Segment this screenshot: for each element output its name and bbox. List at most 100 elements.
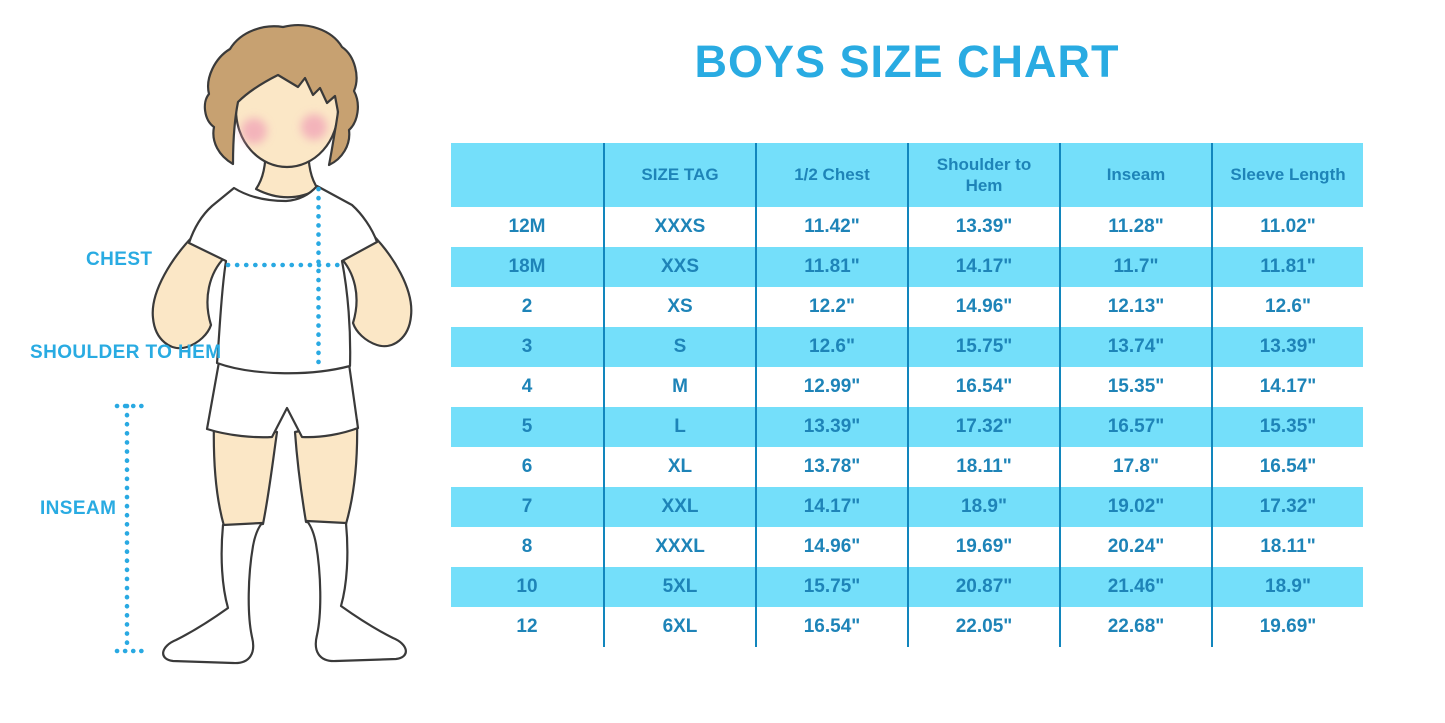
boy-shirt <box>187 184 379 375</box>
cell-age-size: 12M <box>508 216 546 237</box>
cell-sleeve-length: 12.6" <box>1211 287 1363 327</box>
cell-shoulder-hem: 20.87" <box>907 567 1059 607</box>
size-table-body: 12M XXXS 11.42" 13.39" 11.28" 11.02" 18M… <box>451 207 1363 647</box>
shoulder-to-hem-label: SHOULDER TO HEM <box>30 342 222 363</box>
cell-size-tag: XS <box>603 287 755 327</box>
cell-size-tag: XXXS <box>603 207 755 247</box>
cell-shoulder-hem: 18.11" <box>907 447 1059 487</box>
cell-age-size: 7 <box>521 496 533 517</box>
cell-half-chest: 12.99" <box>755 367 907 407</box>
cell-half-chest: 15.75" <box>755 567 907 607</box>
cell-inseam: 21.46" <box>1059 567 1211 607</box>
measurement-figure: CHEST SHOULDER TO HEM INSEAM <box>0 0 450 723</box>
cell-half-chest: 14.17" <box>755 487 907 527</box>
boy-right-cheek <box>301 114 327 140</box>
cell-inseam: 15.35" <box>1059 367 1211 407</box>
boy-left-cheek <box>241 118 267 144</box>
cell-half-chest: 12.2" <box>755 287 907 327</box>
size-chart-section: BOYS SIZE CHART SIZE TAG 1/2 Chest Shoul… <box>451 0 1363 723</box>
header-cell-shoulder-hem: Shoulder to Hem <box>907 143 1059 207</box>
inseam-label: INSEAM <box>40 498 117 519</box>
cell-half-chest: 12.6" <box>755 327 907 367</box>
cell-shoulder-hem: 15.75" <box>907 327 1059 367</box>
cell-sleeve-length: 18.11" <box>1211 527 1363 567</box>
cell-sleeve-length: 14.17" <box>1211 367 1363 407</box>
cell-inseam: 13.74" <box>1059 327 1211 367</box>
header-cell-sleeve-length: Sleeve Length <box>1211 143 1363 207</box>
chest-label: CHEST <box>86 249 153 270</box>
cell-sleeve-length: 13.39" <box>1211 327 1363 367</box>
size-table-header: SIZE TAG 1/2 Chest Shoulder to Hem Insea… <box>451 143 1363 207</box>
table-row: 7 XXL 14.17" 18.9" 19.02" 17.32" <box>451 487 1363 527</box>
table-row: 4 M 12.99" 16.54" 15.35" 14.17" <box>451 367 1363 407</box>
table-row: 5 L 13.39" 17.32" 16.57" 15.35" <box>451 407 1363 447</box>
cell-size-tag: L <box>603 407 755 447</box>
cell-size-tag: XXL <box>603 487 755 527</box>
table-row: 8 XXXL 14.96" 19.69" 20.24" 18.11" <box>451 527 1363 567</box>
cell-half-chest: 14.96" <box>755 527 907 567</box>
header-cell-blank <box>451 143 603 207</box>
cell-sleeve-length: 11.81" <box>1211 247 1363 287</box>
cell-inseam: 22.68" <box>1059 607 1211 647</box>
header-cell-inseam: Inseam <box>1059 143 1211 207</box>
cell-inseam: 16.57" <box>1059 407 1211 447</box>
table-row: 18M XXS 11.81" 14.17" 11.7" 11.81" <box>451 247 1363 287</box>
cell-inseam: 19.02" <box>1059 487 1211 527</box>
cell-shoulder-hem: 22.05" <box>907 607 1059 647</box>
size-table: SIZE TAG 1/2 Chest Shoulder to Hem Insea… <box>451 143 1363 647</box>
cell-half-chest: 11.42" <box>755 207 907 247</box>
cell-sleeve-length: 18.9" <box>1211 567 1363 607</box>
cell-inseam: 11.7" <box>1059 247 1211 287</box>
cell-inseam: 11.28" <box>1059 207 1211 247</box>
cell-half-chest: 16.54" <box>755 607 907 647</box>
cell-inseam: 20.24" <box>1059 527 1211 567</box>
cell-half-chest: 13.39" <box>755 407 907 447</box>
cell-sleeve-length: 16.54" <box>1211 447 1363 487</box>
table-row: 6 XL 13.78" 18.11" 17.8" 16.54" <box>451 447 1363 487</box>
cell-sleeve-length: 17.32" <box>1211 487 1363 527</box>
cell-sleeve-length: 15.35" <box>1211 407 1363 447</box>
cell-age-size: 4 <box>521 376 533 397</box>
cell-age-size: 6 <box>521 456 533 477</box>
cell-sleeve-length: 11.02" <box>1211 207 1363 247</box>
table-row: 3 S 12.6" 15.75" 13.74" 13.39" <box>451 327 1363 367</box>
page-title: BOYS SIZE CHART <box>694 36 1120 87</box>
table-row: 2 XS 12.2" 14.96" 12.13" 12.6" <box>451 287 1363 327</box>
cell-size-tag: 6XL <box>603 607 755 647</box>
cell-inseam: 12.13" <box>1059 287 1211 327</box>
cell-age-size: 3 <box>521 336 533 357</box>
cell-age-size: 5 <box>521 416 533 437</box>
cell-shoulder-hem: 18.9" <box>907 487 1059 527</box>
cell-size-tag: S <box>603 327 755 367</box>
cell-shoulder-hem: 17.32" <box>907 407 1059 447</box>
boy-right-sock <box>305 519 407 663</box>
cell-size-tag: XXXL <box>603 527 755 567</box>
table-row: 10 5XL 15.75" 20.87" 21.46" 18.9" <box>451 567 1363 607</box>
cell-age-size: 12 <box>516 616 538 637</box>
cell-size-tag: XXS <box>603 247 755 287</box>
cell-age-size: 2 <box>521 296 533 317</box>
cell-size-tag: M <box>603 367 755 407</box>
cell-size-tag: 5XL <box>603 567 755 607</box>
cell-shoulder-hem: 14.17" <box>907 247 1059 287</box>
cell-age-size: 8 <box>521 536 533 557</box>
cell-half-chest: 11.81" <box>755 247 907 287</box>
boy-hair <box>203 24 359 167</box>
cell-age-size: 10 <box>516 576 538 597</box>
cell-shoulder-hem: 13.39" <box>907 207 1059 247</box>
header-cell-size-tag: SIZE TAG <box>603 143 755 207</box>
cell-shoulder-hem: 19.69" <box>907 527 1059 567</box>
cell-sleeve-length: 19.69" <box>1211 607 1363 647</box>
cell-shoulder-hem: 14.96" <box>907 287 1059 327</box>
boy-illustration <box>114 24 413 665</box>
cell-shoulder-hem: 16.54" <box>907 367 1059 407</box>
table-row: 12M XXXS 11.42" 13.39" 11.28" 11.02" <box>451 207 1363 247</box>
boy-left-sock <box>162 521 264 665</box>
cell-half-chest: 13.78" <box>755 447 907 487</box>
table-row: 12 6XL 16.54" 22.05" 22.68" 19.69" <box>451 607 1363 647</box>
cell-age-size: 18M <box>508 256 546 277</box>
cell-inseam: 17.8" <box>1059 447 1211 487</box>
cell-size-tag: XL <box>603 447 755 487</box>
header-cell-half-chest: 1/2 Chest <box>755 143 907 207</box>
